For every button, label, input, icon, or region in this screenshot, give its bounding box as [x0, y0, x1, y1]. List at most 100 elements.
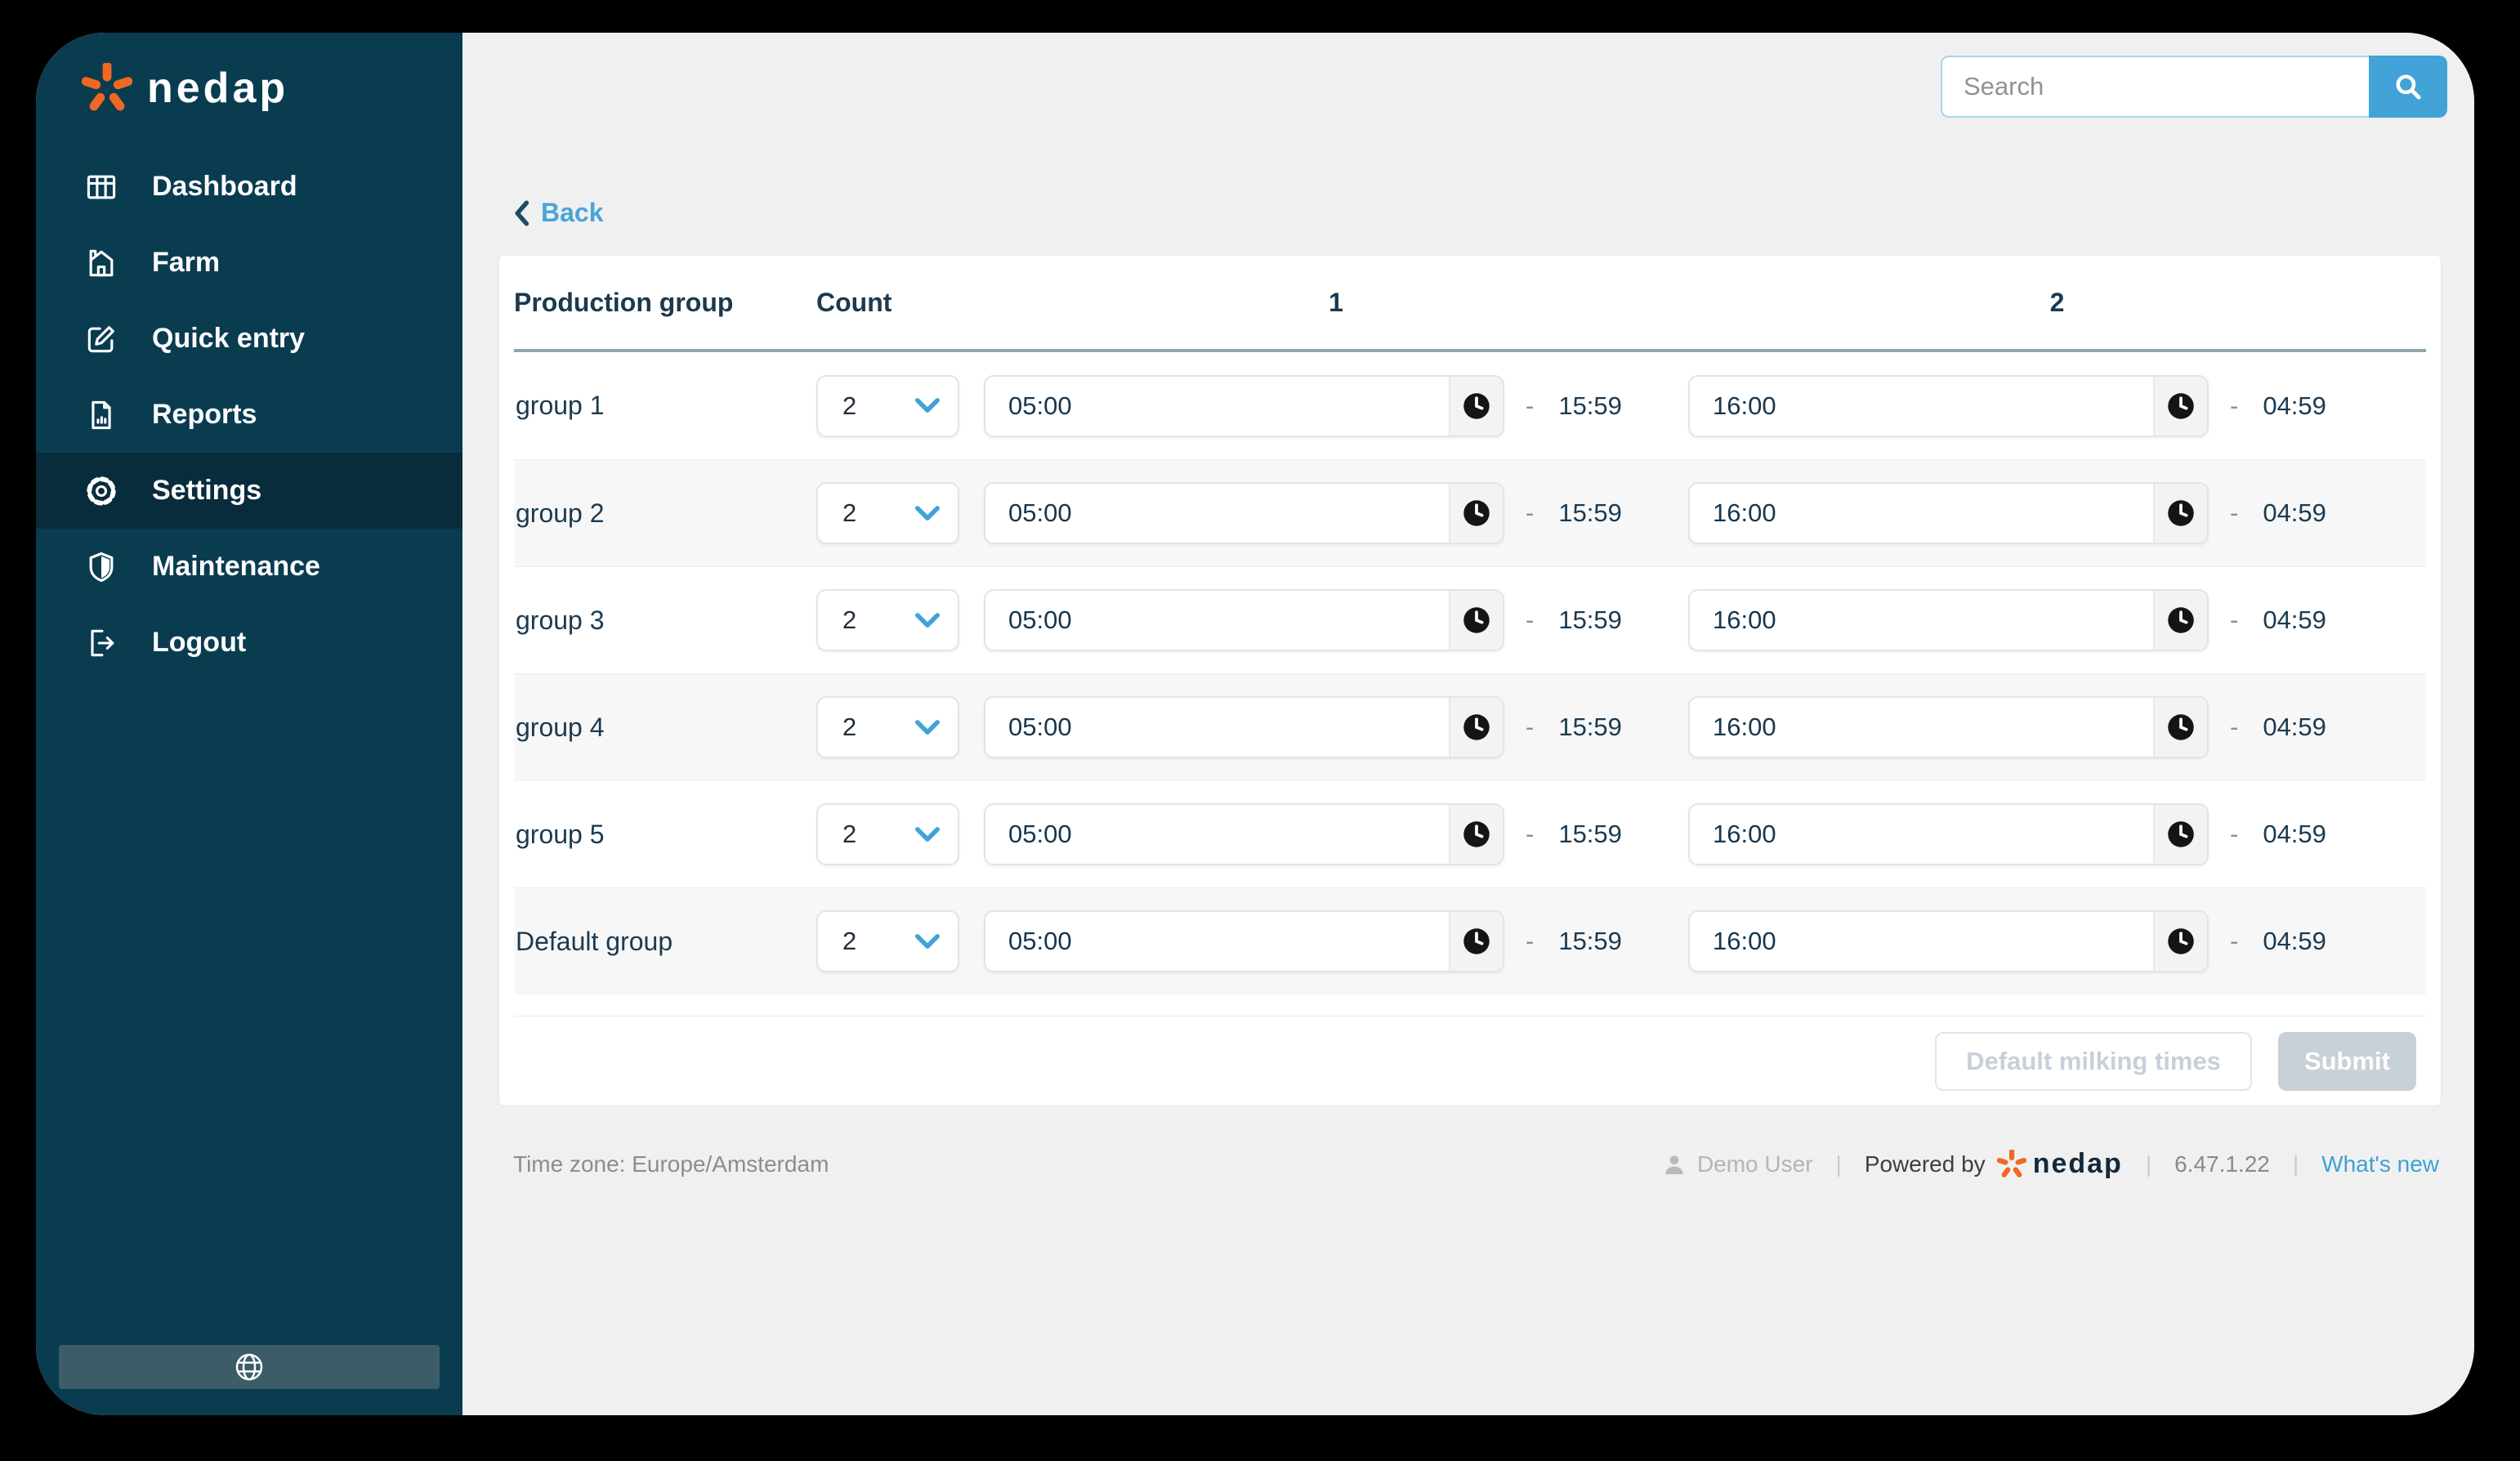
- table-body: group 1 2 05:00 - 15:59 16:00: [514, 352, 2426, 994]
- clock-icon: [1462, 605, 1491, 635]
- group-name: group 2: [514, 498, 816, 529]
- group-name: group 5: [514, 820, 816, 850]
- milking2-start-time-value: 16:00: [1690, 698, 2153, 757]
- milking1-end-time: 15:59: [1558, 820, 1622, 849]
- globe-button[interactable]: [59, 1345, 440, 1389]
- range-separator: -: [1526, 713, 1534, 742]
- search-icon: [2391, 69, 2425, 104]
- group-name: group 3: [514, 605, 816, 636]
- back-link[interactable]: Back: [513, 198, 604, 228]
- milking1-start-time-value: 05:00: [985, 698, 1449, 757]
- footer-separator: |: [2146, 1151, 2151, 1177]
- milking1-end-time: 15:59: [1558, 927, 1622, 956]
- milking1-start-time-input[interactable]: 05:00: [984, 803, 1504, 865]
- sidebar-item-label: Reports: [152, 399, 257, 431]
- table-row: group 4 2 05:00 - 15:59 16:00: [514, 673, 2426, 780]
- milking1-start-time-input[interactable]: 05:00: [984, 589, 1504, 651]
- milking2-start-time-input[interactable]: 16:00: [1688, 696, 2209, 758]
- sidebar-item-label: Dashboard: [152, 171, 297, 203]
- sidebar-item-farm[interactable]: Farm: [36, 225, 462, 301]
- default-milking-times-button[interactable]: Default milking times: [1935, 1032, 2252, 1091]
- search-bar: [1941, 56, 2447, 118]
- milking2-start-time-input[interactable]: 16:00: [1688, 589, 2209, 651]
- range-separator: -: [1526, 498, 1534, 528]
- clock-addon-button[interactable]: [2153, 912, 2207, 971]
- footer-separator: |: [1836, 1151, 1842, 1177]
- clock-addon-button[interactable]: [1449, 698, 1503, 757]
- globe-icon: [233, 1351, 266, 1383]
- milking1-end-time: 15:59: [1558, 498, 1622, 528]
- count-select[interactable]: 2: [816, 696, 959, 758]
- clock-addon-button[interactable]: [2153, 377, 2207, 436]
- milking1-start-time-value: 05:00: [985, 591, 1449, 650]
- grid-icon: [83, 169, 119, 205]
- count-select[interactable]: 2: [816, 375, 959, 437]
- count-select[interactable]: 2: [816, 589, 959, 651]
- milking2-start-time-input[interactable]: 16:00: [1688, 910, 2209, 972]
- chevron-down-icon: [915, 398, 940, 413]
- whats-new-link[interactable]: What's new: [2321, 1151, 2439, 1177]
- milking1-end-time: 15:59: [1558, 713, 1622, 742]
- sidebar-item-reports[interactable]: Reports: [36, 377, 462, 453]
- search-input[interactable]: [1941, 56, 2369, 118]
- clock-icon: [1462, 391, 1491, 421]
- clock-addon-button[interactable]: [1449, 805, 1503, 864]
- milking2-end-time: 04:59: [2263, 391, 2326, 421]
- sidebar-item-label: Logout: [152, 627, 246, 659]
- powered-by-label: Powered by: [1865, 1151, 1986, 1177]
- milking2-start-time-value: 16:00: [1690, 805, 2153, 864]
- clock-addon-button[interactable]: [2153, 805, 2207, 864]
- milking2-end-time: 04:59: [2263, 820, 2326, 849]
- milking1-start-time-input[interactable]: 05:00: [984, 696, 1504, 758]
- milking2-start-time-value: 16:00: [1690, 591, 2153, 650]
- sidebar-item-label: Quick entry: [152, 323, 305, 355]
- clock-icon: [1462, 498, 1491, 528]
- sidebar-nav: Dashboard Farm Quick entry Reports Setti…: [36, 149, 462, 681]
- clock-addon-button[interactable]: [2153, 484, 2207, 543]
- milking1-start-time-input[interactable]: 05:00: [984, 375, 1504, 437]
- sidebar-item-quick-entry[interactable]: Quick entry: [36, 301, 462, 377]
- milking2-start-time-value: 16:00: [1690, 912, 2153, 971]
- milking2-start-time-input[interactable]: 16:00: [1688, 375, 2209, 437]
- clock-addon-button[interactable]: [1449, 377, 1503, 436]
- footer-separator: |: [2293, 1151, 2299, 1177]
- milking2-end-time: 04:59: [2263, 605, 2326, 635]
- milking2-start-time-value: 16:00: [1690, 377, 2153, 436]
- edit-icon: [83, 321, 119, 357]
- clock-addon-button[interactable]: [1449, 484, 1503, 543]
- count-select[interactable]: 2: [816, 803, 959, 865]
- search-button[interactable]: [2369, 56, 2447, 118]
- sidebar-item-label: Maintenance: [152, 551, 320, 583]
- clock-addon-button[interactable]: [2153, 591, 2207, 650]
- range-separator: -: [1526, 820, 1534, 849]
- range-separator: -: [1526, 391, 1534, 421]
- milking1-start-time-input[interactable]: 05:00: [984, 482, 1504, 544]
- milking1-start-time-input[interactable]: 05:00: [984, 910, 1504, 972]
- footer-meta: Demo User | Powered by nedap | 6.47.1.22…: [1661, 1148, 2439, 1180]
- count-select[interactable]: 2: [816, 482, 959, 544]
- clock-addon-button[interactable]: [1449, 591, 1503, 650]
- timezone-label: Time zone: Europe/Amsterdam: [513, 1151, 829, 1177]
- sidebar-item-logout[interactable]: Logout: [36, 605, 462, 681]
- submit-button[interactable]: Submit: [2278, 1032, 2416, 1091]
- count-value: 2: [842, 498, 856, 528]
- milking1-start-time-value: 05:00: [985, 377, 1449, 436]
- range-separator: -: [1526, 927, 1534, 956]
- sidebar-item-dashboard[interactable]: Dashboard: [36, 149, 462, 225]
- table-row: group 5 2 05:00 - 15:59 16:00: [514, 780, 2426, 887]
- clock-addon-button[interactable]: [1449, 912, 1503, 971]
- chevron-down-icon: [915, 934, 940, 949]
- header-milking-1: 1: [984, 288, 1688, 318]
- sidebar-item-settings[interactable]: Settings: [36, 453, 462, 529]
- chevron-down-icon: [915, 827, 940, 842]
- sidebar-item-maintenance[interactable]: Maintenance: [36, 529, 462, 605]
- clock-addon-button[interactable]: [2153, 698, 2207, 757]
- table-header: Production group Count 1 2: [514, 256, 2426, 352]
- milking2-start-time-input[interactable]: 16:00: [1688, 482, 2209, 544]
- milking2-start-time-input[interactable]: 16:00: [1688, 803, 2209, 865]
- count-select[interactable]: 2: [816, 910, 959, 972]
- user-name: Demo User: [1697, 1151, 1813, 1177]
- sidebar: nedap Dashboard Farm Quick entry Reports: [36, 33, 462, 1415]
- nedap-logo: nedap: [36, 33, 462, 114]
- sidebar-item-label: Farm: [152, 247, 220, 279]
